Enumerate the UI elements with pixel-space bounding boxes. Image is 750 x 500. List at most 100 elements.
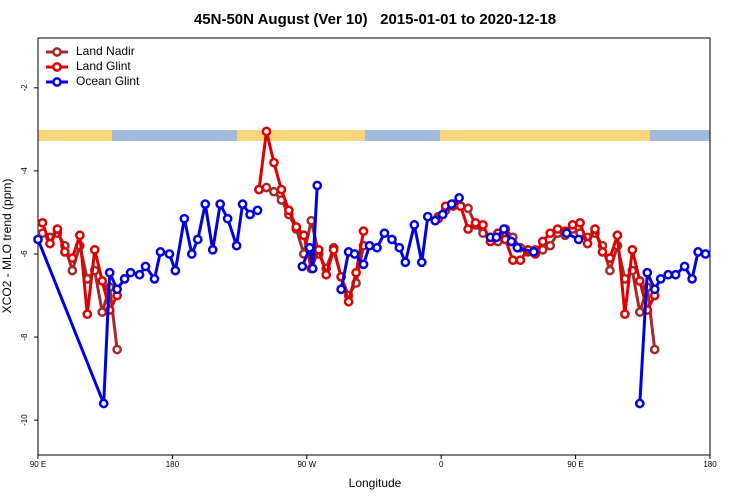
point <box>463 203 473 214</box>
point <box>261 182 272 193</box>
point <box>528 247 539 257</box>
legend-label: Ocean Glint <box>76 74 140 88</box>
point <box>537 236 548 247</box>
point <box>284 205 294 216</box>
point <box>222 213 233 224</box>
point <box>499 224 509 234</box>
point <box>470 217 481 228</box>
point <box>573 234 584 245</box>
point <box>582 238 593 249</box>
y-tick-label: -2 <box>20 84 29 92</box>
point <box>134 269 145 280</box>
point <box>170 265 181 276</box>
point <box>252 205 263 216</box>
y-tick-label: -6 <box>20 250 29 258</box>
point <box>104 267 115 278</box>
point <box>297 261 308 272</box>
point <box>649 284 660 295</box>
point <box>634 276 645 286</box>
point <box>349 249 360 259</box>
point <box>119 274 130 284</box>
point <box>179 213 190 224</box>
point <box>612 230 623 241</box>
x-tick-label: 90 E <box>567 460 583 469</box>
point <box>192 234 203 245</box>
land-band <box>38 130 112 141</box>
point <box>552 224 563 234</box>
point <box>328 244 339 255</box>
point <box>351 267 361 278</box>
point <box>307 263 318 274</box>
point <box>33 234 43 245</box>
point <box>515 255 526 266</box>
y-tick-label: -4 <box>20 167 29 175</box>
point <box>291 222 302 232</box>
point <box>506 236 517 247</box>
x-tick-label: 0 <box>439 460 444 469</box>
point <box>269 157 279 168</box>
point <box>642 267 653 278</box>
point <box>416 257 427 268</box>
point <box>491 232 502 243</box>
point <box>261 126 272 137</box>
y-axis-label: XCO2 - MLO trend (ppm) <box>0 179 14 314</box>
point <box>67 265 78 276</box>
point <box>52 224 63 234</box>
point <box>37 217 48 228</box>
point <box>245 209 255 220</box>
point <box>200 199 211 209</box>
point <box>97 276 108 286</box>
point <box>679 261 690 272</box>
point <box>512 242 523 253</box>
x-tick-label: 90 E <box>30 460 46 469</box>
point <box>89 244 100 255</box>
x-tick-label: 180 <box>166 460 180 469</box>
point <box>567 220 578 230</box>
point <box>313 244 324 255</box>
point <box>276 184 287 195</box>
point <box>186 249 197 259</box>
chart-title: 45N-50N August (Ver 10) 2015-01-01 to 20… <box>194 11 556 28</box>
point <box>82 309 93 320</box>
point <box>700 249 711 259</box>
point <box>575 217 585 228</box>
point <box>358 226 369 236</box>
point <box>97 307 108 317</box>
point <box>207 244 218 255</box>
point <box>387 234 397 245</box>
legend-marker <box>52 77 62 87</box>
point <box>60 247 70 257</box>
point <box>409 220 420 230</box>
ocean-band <box>38 130 710 141</box>
point <box>321 269 332 280</box>
point <box>149 274 160 284</box>
point <box>394 242 405 253</box>
series-line <box>36 185 706 405</box>
point <box>634 307 645 317</box>
point <box>649 344 660 355</box>
point <box>231 240 242 251</box>
point <box>364 240 375 251</box>
point <box>298 230 309 241</box>
land-ocean-strip <box>38 130 710 141</box>
point <box>343 296 354 307</box>
point <box>312 180 323 191</box>
land-band <box>237 130 365 141</box>
x-tick-label: 90 W <box>297 460 316 469</box>
legend-marker <box>52 47 62 57</box>
point <box>74 230 85 241</box>
point <box>67 253 78 263</box>
point <box>693 247 703 257</box>
point <box>545 240 556 251</box>
point <box>437 209 448 220</box>
legend-marker <box>52 62 62 72</box>
point <box>422 211 433 222</box>
point <box>670 269 681 280</box>
point <box>430 215 441 226</box>
point <box>237 199 248 209</box>
y-tick-label: -8 <box>20 333 29 341</box>
point <box>304 242 315 253</box>
point <box>140 261 151 272</box>
point <box>155 247 166 257</box>
